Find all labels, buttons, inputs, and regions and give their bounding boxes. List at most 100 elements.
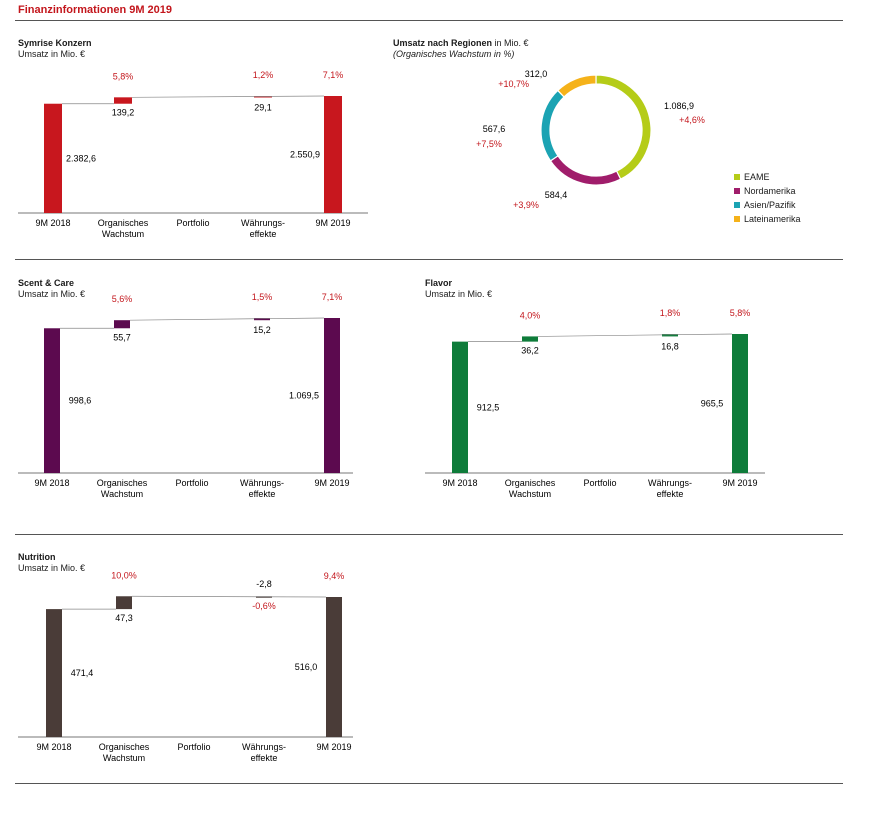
chart-title-main: Umsatz nach Regionen (393, 38, 493, 48)
growth-label-waehrung: 1,5% (252, 292, 273, 302)
growth-label-9m-2019: 5,8% (730, 308, 751, 318)
bar-9m-2019 (324, 318, 340, 473)
bar-step (522, 336, 538, 342)
value-label-waehrung: 29,1 (254, 102, 272, 112)
category-label: Portfolio (175, 478, 208, 488)
legend-item-asien-pazifik: Asien/Pazifik (734, 200, 796, 210)
connector-line (131, 595, 327, 598)
legend-label: Lateinamerika (744, 214, 801, 224)
category-label: effekte (251, 753, 278, 763)
growth-label-9m-2019: 7,1% (323, 70, 344, 80)
category-label: Wachstum (102, 229, 144, 239)
category-label: 9M 2019 (314, 478, 349, 488)
category-label: 9M 2019 (722, 478, 757, 488)
regionen-donut-chart: 1.086,9 +4,6% 584,4 +3,9% 567,6 +7,5% 312,0+10… (476, 69, 705, 210)
donut-growth-label: +4,6% (679, 115, 705, 125)
chart-unit-label: Umsatz in Mio. € (18, 563, 86, 573)
legend-label: EAME (744, 172, 770, 182)
bar-9m-2019 (324, 96, 342, 213)
category-label: Wachstum (103, 753, 145, 763)
value-label-9m-2019: 516,0 (295, 662, 318, 672)
category-label: Portfolio (177, 742, 210, 752)
connector-line (129, 317, 325, 321)
value-label-9m-2018: 471,4 (71, 668, 94, 678)
value-label-organisch: 47,3 (115, 613, 133, 623)
chart-title: Nutrition (18, 552, 56, 562)
category-label: Währungs- (648, 478, 692, 488)
category-label: Wachstum (509, 489, 551, 499)
header-rule (15, 20, 843, 21)
growth-label-organisch: 4,0% (520, 310, 541, 320)
category-label: Währungs- (242, 742, 286, 752)
value-label-9m-2019: 1.069,5 (289, 391, 319, 401)
category-label: Portfolio (176, 218, 209, 228)
value-label-organisch: 139,2 (112, 108, 135, 118)
category-label: Organisches (98, 218, 149, 228)
category-label: Organisches (505, 478, 556, 488)
bar-9m-2018 (452, 341, 468, 473)
legend-swatch (734, 188, 740, 194)
connector-line (537, 333, 733, 337)
value-label-organisch: 55,7 (113, 332, 131, 342)
chart-title: Symrise Konzern (18, 38, 92, 48)
growth-label-organisch: 5,8% (113, 71, 134, 81)
bar-step (114, 320, 130, 329)
donut-slice-nordamerika (549, 154, 622, 186)
category-label: 9M 2019 (315, 218, 350, 228)
donut-slice-eame (595, 74, 652, 180)
scent-care-panel: Scent & Care Umsatz in Mio. € 998,6 1.069… (18, 278, 353, 503)
growth-label-waehrung: 1,2% (253, 70, 274, 80)
legend-swatch (734, 174, 740, 180)
value-label-9m-2018: 998,6 (69, 396, 92, 406)
chart-subtitle: (Organisches Wachstum in %) (393, 49, 515, 59)
konzern-waterfall-chart: 2.382,6 2.550,9 139,2 29,1 1,2% 5,8% 7,1% 9M 20… (18, 70, 368, 239)
category-label: 9M 2018 (442, 478, 477, 488)
bar-9m-2018 (46, 609, 62, 737)
section-divider (15, 783, 843, 784)
donut-growth-label: +10,7% (498, 79, 529, 89)
chart-title: Scent & Care (18, 278, 75, 288)
value-label-9m-2019: 965,5 (701, 399, 724, 409)
category-label: Portfolio (583, 478, 616, 488)
category-label: 9M 2018 (34, 478, 69, 488)
donut-value-label: 312,0 (525, 69, 548, 79)
nutrition-panel: Nutrition Umsatz in Mio. € 471,4 516,0 47,… (18, 552, 353, 767)
donut-slice-asien-pazifik (540, 89, 565, 162)
category-label: effekte (249, 489, 276, 499)
category-label: Organisches (99, 742, 150, 752)
value-label-9m-2019: 2.550,9 (290, 150, 320, 160)
value-label-waehrung: 15,2 (253, 325, 271, 335)
value-label-waehrung: 16,8 (661, 341, 679, 351)
chart-title: Flavor (425, 278, 453, 288)
value-label-organisch: 36,2 (521, 346, 539, 356)
legend-label: Nordamerika (744, 186, 796, 196)
bar-9m-2019 (732, 334, 748, 473)
value-label-waehrung: -2,8 (256, 579, 272, 589)
growth-label-waehrung: 1,8% (660, 308, 681, 318)
legend-swatch (734, 202, 740, 208)
legend-swatch (734, 216, 740, 222)
category-label: effekte (250, 229, 277, 239)
growth-label-waehrung: -0,6% (252, 601, 276, 611)
chart-title-unit: in Mio. € (494, 38, 529, 48)
value-label-9m-2018: 2.382,6 (66, 153, 96, 163)
donut-slice-lateinamerika (556, 74, 597, 98)
growth-label-9m-2019: 9,4% (324, 571, 345, 581)
bar-step (114, 97, 132, 104)
flavor-waterfall-chart: 912,5 965,5 36,2 16,8 1,8% 4,0% 5,8% 9M 2018 Org… (425, 308, 765, 499)
flavor-panel: Flavor Umsatz in Mio. € 912,5 965,5 36,2 16… (425, 278, 765, 503)
chart-unit-label: Umsatz in Mio. € (18, 49, 86, 59)
legend-item-eame: EAME (734, 172, 770, 182)
category-label: effekte (657, 489, 684, 499)
donut-value-label: 1.086,9 (664, 101, 694, 111)
category-label: 9M 2019 (316, 742, 351, 752)
category-label: 9M 2018 (35, 218, 70, 228)
chart-unit-label: Umsatz in Mio. € (18, 289, 86, 299)
regionen-panel: Umsatz nach Regionen in Mio. € (Organisc… (393, 38, 833, 233)
donut-value-label: 584,4 (545, 190, 568, 200)
donut-value-label: 567,6 (483, 124, 506, 134)
konzern-panel: Symrise Konzern Umsatz in Mio. € 2.382,6… (18, 38, 368, 243)
growth-label-9m-2019: 7,1% (322, 292, 343, 302)
legend-item-lateinamerika: Lateinamerika (734, 214, 801, 224)
chart-title: Umsatz nach Regionen in Mio. € (393, 38, 529, 48)
